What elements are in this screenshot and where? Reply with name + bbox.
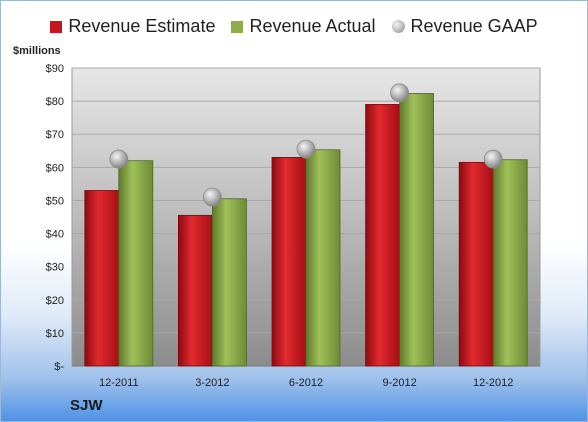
x-tick-label: 9-2012 <box>382 377 416 389</box>
legend-label-gaap: Revenue GAAP <box>410 16 538 36</box>
x-tick-label: 12-2011 <box>99 377 139 389</box>
marker-revenue-gaap <box>483 149 503 169</box>
x-tick-label: 12-2012 <box>473 377 513 389</box>
y-tick-label: $70 <box>46 129 64 141</box>
y-tick-label: $90 <box>46 63 64 75</box>
legend-swatch-gaap <box>391 20 405 33</box>
marker-revenue-gaap <box>390 83 410 103</box>
y-tick-label: $30 <box>46 262 64 274</box>
bar-revenue-actual <box>492 159 528 367</box>
bar-revenue-actual <box>399 93 435 367</box>
legend-swatch-estimate <box>50 20 63 33</box>
y-tick-label: $20 <box>46 295 64 307</box>
legend-item-estimate: Revenue Estimate <box>50 16 215 37</box>
legend-swatch-actual <box>231 20 244 33</box>
y-tick-label: $80 <box>46 96 64 108</box>
y-tick-label: $60 <box>46 162 64 174</box>
bar-revenue-estimate <box>84 190 120 367</box>
bar-revenue-actual <box>211 198 247 367</box>
bar-revenue-actual <box>118 160 154 367</box>
bar-revenue-estimate <box>365 104 401 367</box>
legend-item-actual: Revenue Actual <box>231 16 376 37</box>
x-tick-label: 3-2012 <box>195 377 229 389</box>
marker-revenue-gaap <box>202 187 222 207</box>
legend-label-estimate: Revenue Estimate <box>68 16 216 36</box>
marker-revenue-gaap <box>109 149 129 169</box>
bar-revenue-estimate <box>458 161 494 367</box>
marker-revenue-gaap <box>296 139 316 159</box>
y-axis-unit-label: $millions <box>13 45 61 57</box>
bar-revenue-estimate <box>177 214 213 367</box>
y-tick-label: $40 <box>46 229 64 241</box>
legend-item-gaap: Revenue GAAP <box>391 16 538 37</box>
chart-legend: Revenue Estimate Revenue Actual Revenue … <box>0 16 588 37</box>
bar-revenue-actual <box>305 149 341 367</box>
company-ticker: SJW <box>70 397 103 414</box>
legend-label-actual: Revenue Actual <box>249 16 376 36</box>
bar-revenue-estimate <box>271 156 307 367</box>
y-tick-label: $- <box>54 361 64 373</box>
x-tick-label: 6-2012 <box>289 377 323 389</box>
y-tick-label: $50 <box>46 195 64 207</box>
y-tick-label: $10 <box>46 328 64 340</box>
